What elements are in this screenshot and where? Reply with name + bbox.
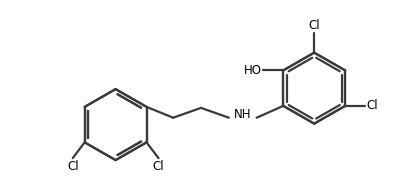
Text: Cl: Cl <box>309 19 320 32</box>
Text: NH: NH <box>234 108 252 121</box>
Text: Cl: Cl <box>67 160 79 173</box>
Text: Cl: Cl <box>366 99 378 112</box>
Text: Cl: Cl <box>153 160 164 173</box>
Text: HO: HO <box>243 64 261 77</box>
